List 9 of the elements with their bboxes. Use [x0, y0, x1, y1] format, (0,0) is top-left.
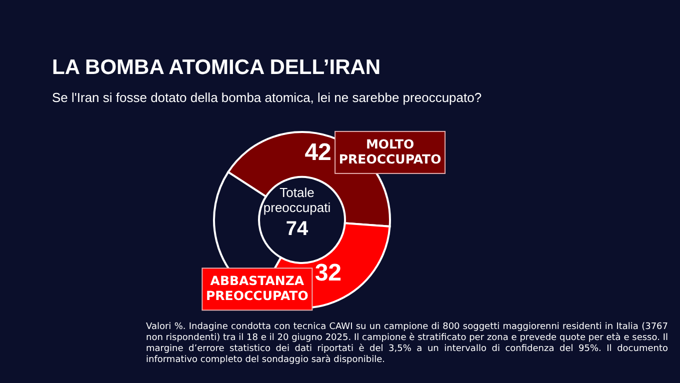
data-label: 42 [304, 138, 332, 166]
text: Valori %. Indagine condotta con tecnica CAWI su un campione di 800 soggetti maggiorenni residenti in Italia (3767 non rispondenti) tra il 18 e il 20 giugno 2025. Il campione è stratificato per zona e prevede quote per età e sesso. Il margine d’errore statistico dei dati riportati è del 3,5% a un intervallo di confidenza del 95%. Il documento informativo completo del sondaggio sarà disponibile. [146, 322, 668, 366]
slice-label: ABBASTANZA PREOCCUPATO [206, 273, 308, 304]
chart-title: LA BOMBA ATOMICA DELL’IRAN [52, 56, 381, 80]
data-label: 32 [314, 260, 342, 287]
text: Totale preoccupati [262, 185, 332, 215]
chart-subtitle: Se l'Iran si fosse dotato della bomba atomica, lei ne sarebbe preoccupato? [52, 90, 482, 105]
slice-label: MOLTO PREOCCUPATO [338, 136, 442, 166]
text: 74 [284, 218, 310, 241]
